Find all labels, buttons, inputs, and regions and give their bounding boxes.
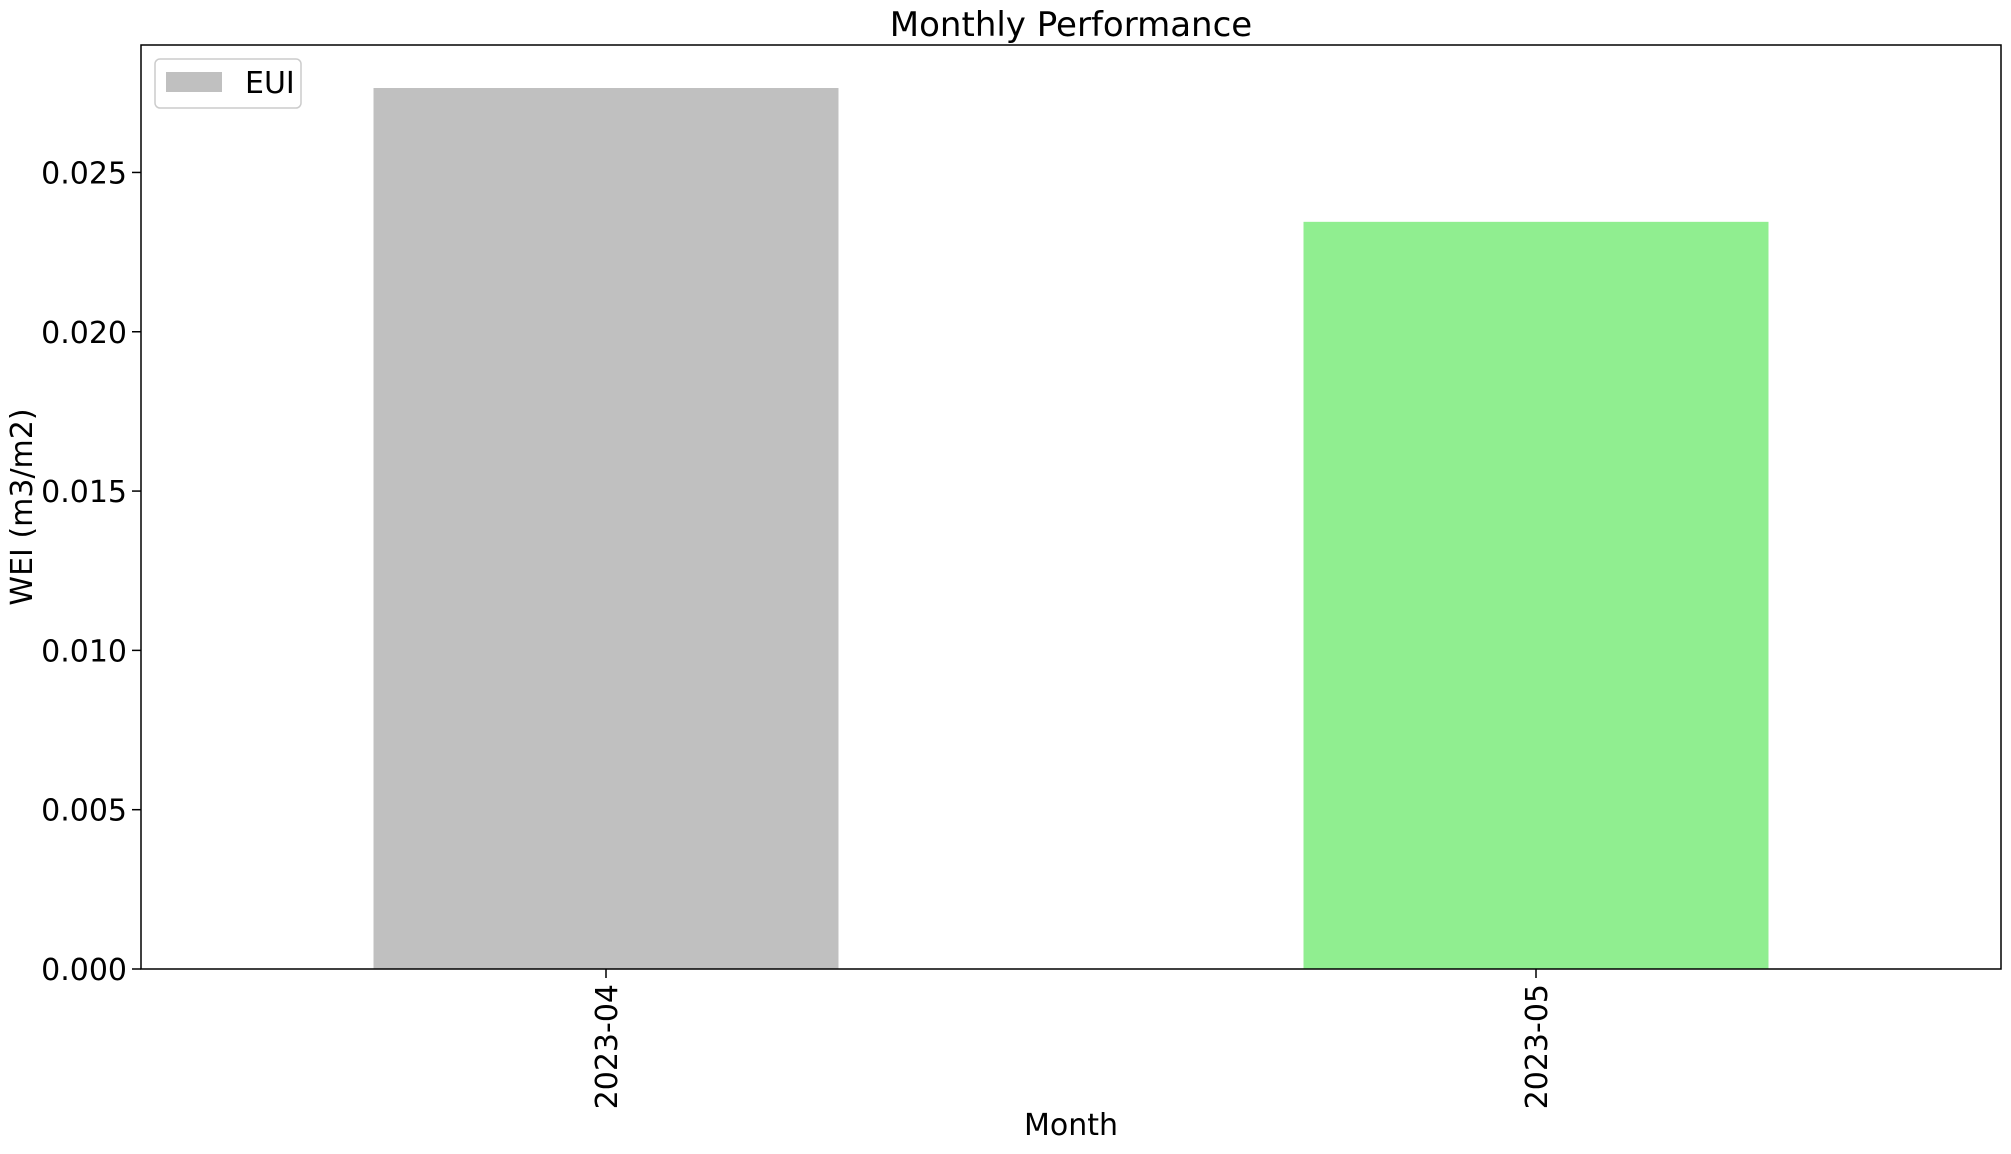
chart-title: Monthly Performance [890,5,1252,45]
legend-swatch [166,72,222,92]
legend: EUI [154,58,302,109]
x-axis-label: Month [1024,1108,1118,1143]
y-tick-label: 0.000 [41,953,127,988]
x-tick-label: 2023-04 [590,984,625,1109]
y-axis: 0.000 0.005 0.010 0.015 0.020 0.025 [41,156,141,988]
bar-2023-05 [1303,221,1769,970]
x-axis: 2023-04 2023-05 [590,969,1555,1109]
y-tick-label: 0.015 [41,475,127,510]
y-axis-label: WEI (m3/m2) [5,408,40,605]
y-tick-label: 0.025 [41,156,127,191]
y-tick-label: 0.005 [41,794,127,829]
legend-frame [154,58,302,109]
bars-layer [373,88,1769,970]
legend-label: EUI [245,66,295,101]
y-tick-label: 0.020 [41,316,127,351]
y-tick-label: 0.010 [41,634,127,669]
plot-frame [140,44,2002,970]
x-tick-label: 2023-05 [1520,984,1555,1109]
bar-2023-04 [373,88,839,969]
